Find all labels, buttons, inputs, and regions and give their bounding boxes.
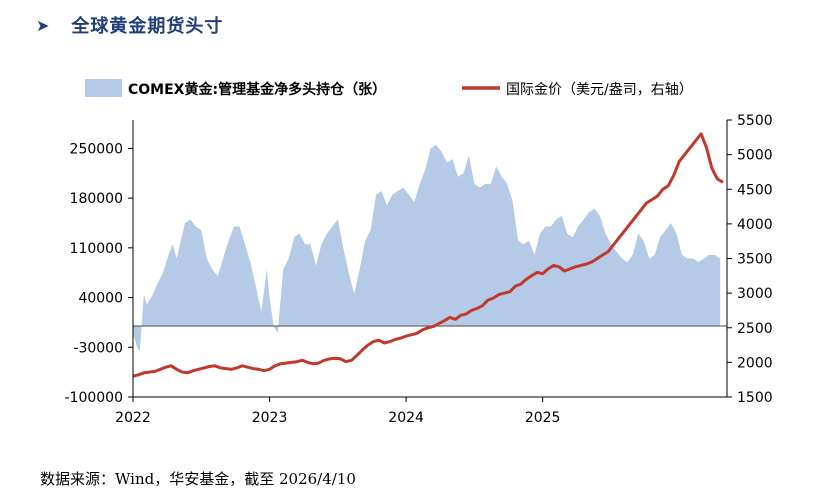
left-tick-label: 40000 (78, 291, 123, 307)
x-tick-label: 2025 (525, 410, 561, 426)
left-tick-label: 180000 (70, 191, 123, 207)
left-tick-label: -30000 (73, 340, 123, 356)
chart-legend: COMEX黄金:管理基金净多头持仓（张） 国际金价（美元/盎司，右轴） (85, 79, 693, 98)
plot-area: 250000 180000 110000 40000 -30000 -100000 5500… (65, 113, 773, 426)
left-tick-label: 250000 (70, 141, 123, 157)
section-title: 全球黄金期货头寸 (71, 16, 224, 37)
right-tick-label: 5000 (737, 148, 773, 164)
x-tick-label: 2024 (388, 410, 424, 426)
left-tick-label: 110000 (70, 241, 123, 257)
arrow-bullet-icon: ➤ (36, 15, 50, 35)
area-series-positions (133, 144, 721, 351)
source-text: Wind，华安基金，截至 2026/4/10 (115, 470, 356, 488)
line-series-gold-price (132, 132, 724, 378)
right-tick-label: 3500 (737, 252, 773, 268)
legend-label-area: COMEX黄金:管理基金净多头持仓（张） (128, 81, 386, 98)
legend-label-line: 国际金价（美元/盎司，右轴） (506, 82, 693, 98)
right-tick-label: 4500 (737, 182, 773, 198)
legend-swatch-area (85, 79, 122, 97)
right-tick-label: 4000 (737, 217, 773, 233)
source-note: 数据来源：Wind，华安基金，截至 2026/4/10 (40, 468, 356, 489)
right-tick-label: 3000 (737, 286, 773, 302)
x-tick-label: 2022 (115, 410, 151, 426)
right-tick-label: 5500 (737, 113, 773, 129)
left-tick-label: -100000 (65, 390, 124, 406)
right-tick-label: 1500 (737, 390, 773, 406)
source-label: 数据来源： (40, 470, 116, 488)
section-heading: ➤ 全球黄金期货头寸 (36, 10, 223, 40)
right-tick-label: 2000 (737, 355, 773, 371)
right-tick-label: 2500 (737, 321, 773, 337)
x-tick-label: 2023 (252, 410, 288, 426)
